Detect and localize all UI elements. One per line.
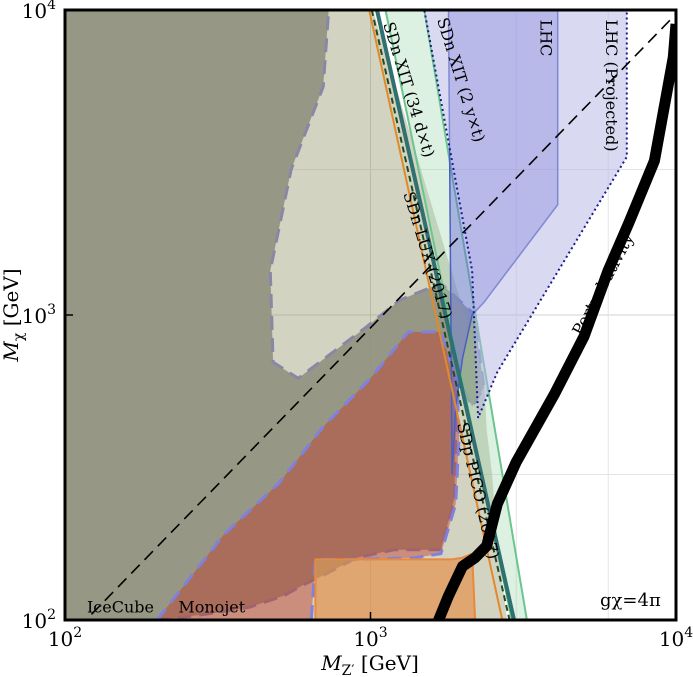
x-axis-label: MZ′ [GeV]	[320, 651, 419, 677]
line-series-8	[370, 10, 511, 620]
y-tick-label: 103	[22, 302, 56, 328]
region-series-0	[65, 10, 486, 620]
region-series-3	[314, 552, 477, 620]
y-axis-label: Mχ [GeV]	[0, 268, 27, 362]
axis-ticks: 102 103 104 102 103 104	[22, 0, 693, 651]
x-tick-label: 102	[48, 625, 82, 651]
exclusion-regions	[65, 10, 628, 620]
line-series-9	[368, 10, 504, 620]
x-tick-label: 104	[659, 625, 693, 651]
x-tick-label: 103	[353, 625, 387, 651]
series-label-6: LHC (Projected)	[602, 20, 621, 152]
line-series-11	[432, 23, 676, 620]
region-series-6	[423, 10, 628, 419]
line-series-10	[84, 13, 676, 620]
region-series-1	[65, 10, 508, 620]
region-series-2	[155, 330, 461, 620]
series-label-5: LHC	[536, 20, 555, 57]
y-tick-label: 104	[22, 0, 56, 23]
constraint-lines	[84, 10, 676, 620]
y-tick-label: 102	[22, 607, 56, 633]
series-label-2: Monojet	[178, 597, 245, 616]
series-label-0: IceCube	[87, 597, 154, 616]
coupling-label: gχ=4π	[600, 590, 661, 611]
